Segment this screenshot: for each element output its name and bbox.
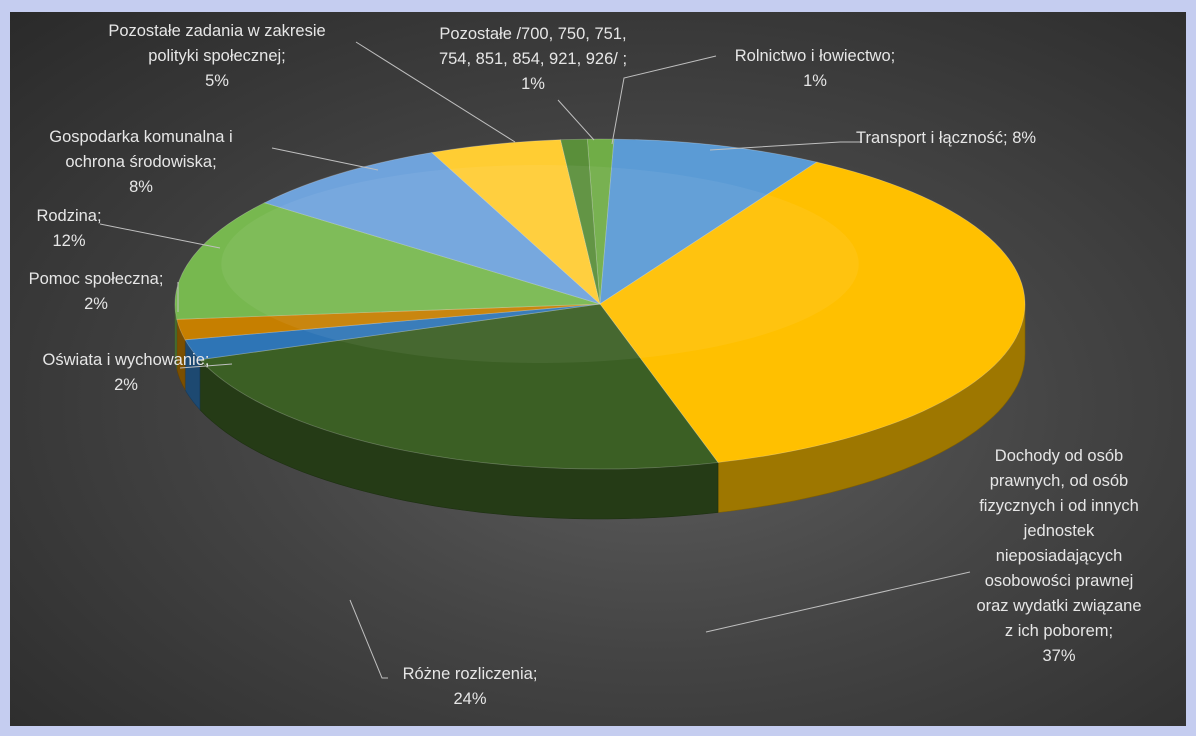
- pie-highlight: [221, 165, 859, 363]
- leader-line-9: [557, 99, 595, 141]
- pie-chart: [99, 41, 1026, 679]
- leader-line-2: [705, 571, 971, 633]
- leader-line-3: [349, 599, 388, 679]
- slice-label-pomoc: Pomoc społeczna; 2%: [28, 270, 164, 313]
- slice-label-transport: Transport i łączność; 8%: [856, 129, 1037, 147]
- slice-label-gospodarka: Gospodarka komunalna i ochrona środowisk…: [49, 128, 233, 196]
- pie-slice-0: [586, 138, 615, 305]
- pie-slice-1: [599, 138, 818, 305]
- slice-label-rozne: Różne rozliczenia; 24%: [402, 665, 538, 708]
- pie-slice-5: [176, 303, 601, 341]
- leader-line-6: [99, 223, 221, 249]
- slice-label-oswiata: Oświata i wychowanie; 2%: [42, 351, 210, 394]
- pie-slice-4: [184, 303, 601, 361]
- leader-line-7: [271, 147, 379, 171]
- chart-panel: Rolnictwo i łowiectwo; 1% Transport i łą…: [10, 12, 1186, 726]
- leader-line-1: [709, 141, 862, 151]
- pie-slice-2: [599, 161, 1026, 463]
- pie-slice-3: [199, 303, 719, 470]
- slice-label-rodzina: Rodzina; 12%: [36, 207, 102, 250]
- slice-label-pozostale: Pozostałe /700, 750, 751, 754, 851, 854,…: [438, 25, 628, 93]
- pie-slice-7: [263, 152, 601, 305]
- slice-label-rolnictwo: Rolnictwo i łowiectwo; 1%: [734, 47, 896, 90]
- slice-label-dochody: Dochody od osób prawnych, od osób fizycz…: [976, 447, 1142, 665]
- pie-slice-8: [430, 139, 601, 306]
- pie-slice-9: [560, 138, 601, 305]
- leader-line-4: [179, 363, 233, 369]
- slice-label-pozostale-zadania: Pozostałe zadania w zakresie polityki sp…: [108, 22, 326, 90]
- leader-line-8: [355, 41, 516, 143]
- leader-line-0: [611, 55, 717, 145]
- pie-slice-6: [174, 202, 601, 320]
